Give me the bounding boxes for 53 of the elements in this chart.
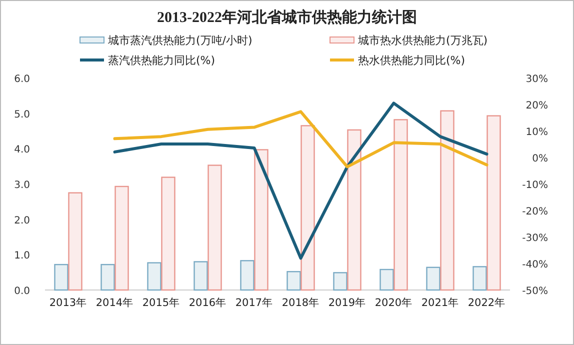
- x-tick-label: 2020年: [374, 297, 413, 309]
- bar: [240, 260, 254, 291]
- y2-tick-label: 30%: [526, 74, 548, 85]
- x-tick-label: 2016年: [188, 297, 227, 309]
- bar: [68, 192, 82, 291]
- bar: [440, 110, 454, 291]
- bar: [161, 176, 176, 291]
- y2-tick-label: 20%: [526, 100, 548, 112]
- x-tick-label: 2019年: [328, 297, 366, 309]
- legend-label: 热水供热能力同比(%): [358, 54, 466, 67]
- x-tick-label: 2017年: [235, 297, 274, 309]
- legend-label: 城市蒸汽供热能力(万吨/小时): [107, 34, 252, 47]
- line-series: [113, 102, 488, 260]
- y2-tick-label: -50%: [522, 286, 548, 297]
- chart-title: 2013-2022年河北省城市供热能力统计图: [157, 8, 417, 26]
- bar: [486, 115, 501, 291]
- bar: [147, 262, 162, 291]
- legend-label: 城市热水供热能力(万兆瓦): [357, 34, 488, 47]
- y-tick-label: 2.0: [14, 215, 30, 226]
- x-tick-label: 2013年: [49, 297, 88, 309]
- bar: [426, 266, 440, 291]
- bar: [472, 266, 487, 291]
- y-tick-label: 4.0: [14, 144, 30, 156]
- y2-tick-label: -30%: [522, 233, 548, 244]
- bar: [100, 264, 115, 291]
- y-tick-label: 0.0: [14, 286, 30, 297]
- y-tick-label: 1.0: [14, 250, 30, 262]
- y2-tick-label: -10%: [522, 180, 548, 191]
- y-tick-label: 6.0: [14, 74, 30, 85]
- bar: [286, 271, 301, 291]
- y2-tick-label: 0%: [532, 154, 548, 164]
- bar: [333, 272, 348, 291]
- bar: [300, 125, 315, 291]
- x-tick-label: 2018年: [282, 297, 320, 309]
- bar: [254, 149, 268, 291]
- legend-label: 蒸汽供热能力同比(%): [108, 54, 216, 67]
- x-tick-label: 2022年: [468, 297, 506, 309]
- bar: [380, 268, 394, 291]
- y2-tick-label: -40%: [522, 260, 548, 270]
- y-tick-label: 5.0: [14, 109, 30, 120]
- bar: [194, 261, 208, 291]
- bar: [54, 264, 68, 291]
- bar: [208, 164, 222, 291]
- y-tick-label: 3.0: [14, 180, 30, 191]
- x-tick-label: 2015年: [142, 297, 180, 309]
- y2-tick-label: -20%: [522, 206, 548, 218]
- x-tick-label: 2014年: [96, 297, 134, 309]
- bar: [347, 129, 362, 291]
- bar: [114, 186, 129, 291]
- bar: [394, 119, 408, 291]
- line-series: [113, 110, 488, 168]
- x-tick-label: 2021年: [421, 297, 460, 309]
- y2-tick-label: 10%: [526, 127, 548, 138]
